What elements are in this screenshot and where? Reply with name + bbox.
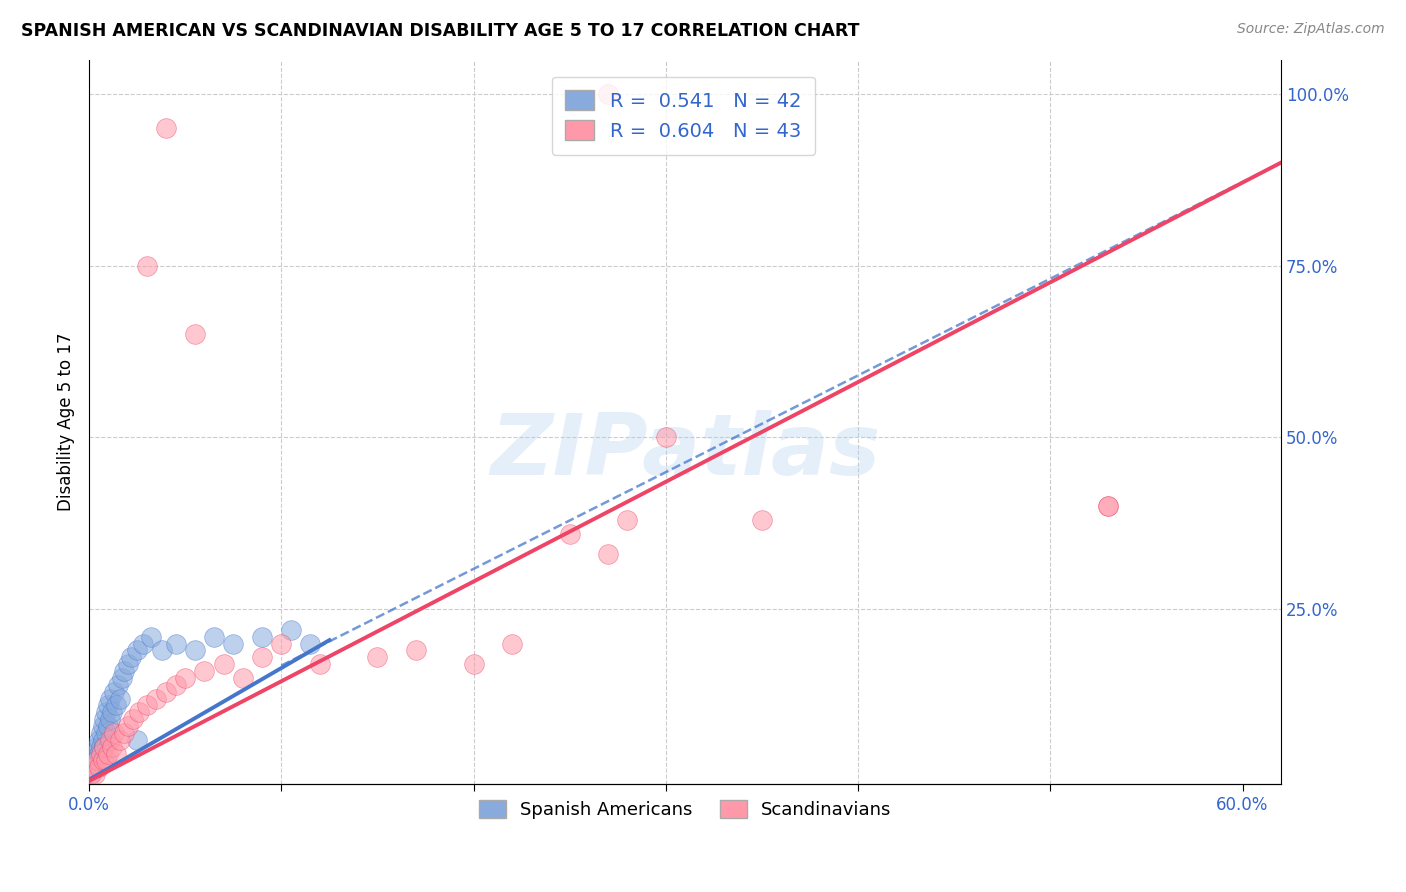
Point	[120, 650, 142, 665]
Point	[202, 630, 225, 644]
Point	[104, 747, 127, 761]
Point	[280, 623, 302, 637]
Point	[103, 684, 125, 698]
Point	[270, 637, 292, 651]
Point	[97, 747, 120, 761]
Point	[91, 732, 114, 747]
Point	[155, 121, 177, 136]
Point	[139, 630, 162, 644]
Point	[103, 726, 125, 740]
Point	[101, 739, 124, 754]
Point	[111, 671, 134, 685]
Point	[98, 712, 121, 726]
Y-axis label: Disability Age 5 to 17: Disability Age 5 to 17	[58, 333, 75, 511]
Point	[96, 706, 118, 720]
Point	[90, 739, 112, 754]
Point	[80, 767, 103, 781]
Point	[232, 671, 254, 685]
Point	[112, 664, 135, 678]
Point	[558, 526, 581, 541]
Point	[98, 732, 121, 747]
Point	[86, 753, 108, 767]
Point	[87, 760, 110, 774]
Point	[212, 657, 235, 672]
Point	[82, 760, 104, 774]
Point	[250, 650, 273, 665]
Point	[107, 678, 129, 692]
Point	[96, 753, 118, 767]
Point	[93, 739, 115, 754]
Point	[97, 698, 120, 713]
Point	[598, 547, 620, 561]
Point	[366, 650, 388, 665]
Point	[86, 739, 108, 754]
Point	[97, 719, 120, 733]
Point	[250, 630, 273, 644]
Point	[127, 643, 149, 657]
Point	[112, 726, 135, 740]
Point	[91, 719, 114, 733]
Point	[127, 732, 149, 747]
Point	[1097, 499, 1119, 513]
Point	[91, 753, 114, 767]
Point	[98, 691, 121, 706]
Point	[501, 637, 523, 651]
Legend: Spanish Americans, Scandinavians: Spanish Americans, Scandinavians	[471, 792, 898, 826]
Point	[108, 691, 131, 706]
Point	[655, 430, 678, 444]
Point	[83, 760, 105, 774]
Point	[83, 767, 105, 781]
Point	[751, 513, 773, 527]
Point	[117, 657, 139, 672]
Text: Source: ZipAtlas.com: Source: ZipAtlas.com	[1237, 22, 1385, 37]
Point	[128, 706, 150, 720]
Point	[193, 664, 215, 678]
Point	[150, 643, 173, 657]
Point	[117, 719, 139, 733]
Point	[132, 637, 155, 651]
Text: SPANISH AMERICAN VS SCANDINAVIAN DISABILITY AGE 5 TO 17 CORRELATION CHART: SPANISH AMERICAN VS SCANDINAVIAN DISABIL…	[21, 22, 859, 40]
Point	[1097, 499, 1119, 513]
Point	[90, 747, 112, 761]
Point	[308, 657, 330, 672]
Point	[108, 732, 131, 747]
Point	[104, 698, 127, 713]
Point	[86, 753, 108, 767]
Point	[616, 513, 638, 527]
Point	[155, 684, 177, 698]
Point	[96, 726, 118, 740]
Point	[101, 706, 124, 720]
Point	[135, 698, 157, 713]
Point	[184, 327, 207, 342]
Point	[184, 643, 207, 657]
Point	[463, 657, 485, 672]
Point	[93, 739, 115, 754]
Point	[83, 747, 105, 761]
Point	[174, 671, 197, 685]
Point	[299, 637, 322, 651]
Text: ZIPatlas: ZIPatlas	[489, 409, 880, 492]
Point	[80, 767, 103, 781]
Point	[82, 753, 104, 767]
Point	[82, 760, 104, 774]
Point	[87, 732, 110, 747]
Point	[165, 678, 187, 692]
Point	[122, 712, 145, 726]
Point	[405, 643, 427, 657]
Point	[222, 637, 245, 651]
Point	[598, 87, 620, 101]
Point	[165, 637, 187, 651]
Point	[87, 747, 110, 761]
Point	[90, 726, 112, 740]
Point	[135, 259, 157, 273]
Point	[93, 712, 115, 726]
Point	[145, 691, 167, 706]
